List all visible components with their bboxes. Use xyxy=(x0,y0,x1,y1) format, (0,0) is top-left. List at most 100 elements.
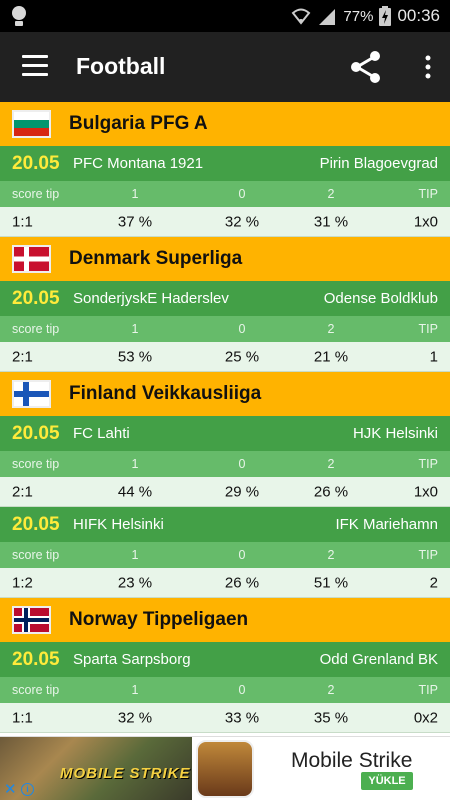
match-list[interactable]: Bulgaria PFG A 20.05 PFC Montana 1921 Pi… xyxy=(0,102,450,736)
match-row[interactable]: 20.05 SonderjyskE Haderslev Odense Boldk… xyxy=(0,281,450,316)
home-win-label: 1 xyxy=(131,683,139,697)
home-team: SonderjyskE Haderslev xyxy=(73,290,229,307)
more-options-icon[interactable] xyxy=(422,55,434,79)
draw-percent: 26 % xyxy=(224,574,260,591)
battery-charging-icon xyxy=(379,6,392,26)
home-team: Sparta Sarpsborg xyxy=(73,651,191,668)
finland-flag-icon xyxy=(12,380,51,408)
clock: 00:36 xyxy=(397,6,440,25)
match-date: 20.05 xyxy=(12,288,60,309)
draw-percent: 33 % xyxy=(224,709,260,726)
app-icon[interactable] xyxy=(196,740,254,798)
score-tip-value: 1:2 xyxy=(12,574,33,591)
install-button[interactable]: YÜKLE xyxy=(361,772,413,790)
home-win-label: 1 xyxy=(131,322,139,336)
tip-value: 0x2 xyxy=(413,709,438,726)
tip-label: TIP xyxy=(418,457,438,471)
tip-value: 1x0 xyxy=(413,483,438,500)
away-win-label: 2 xyxy=(327,548,335,562)
away-win-percent: 51 % xyxy=(313,574,349,591)
away-win-percent: 21 % xyxy=(313,348,349,365)
match-date: 20.05 xyxy=(12,153,60,174)
ad-image-logo: MOBILE STRIKE xyxy=(60,765,191,782)
tip-values: 2:1 44 % 29 % 26 % 1x0 xyxy=(0,477,450,507)
home-win-percent: 44 % xyxy=(117,483,153,500)
match-row[interactable]: 20.05 FC Lahti HJK Helsinki xyxy=(0,416,450,451)
draw-percent: 32 % xyxy=(224,213,260,230)
away-win-percent: 35 % xyxy=(313,709,349,726)
away-win-percent: 26 % xyxy=(313,483,349,500)
away-win-label: 2 xyxy=(327,683,335,697)
draw-label: 0 xyxy=(238,548,246,562)
draw-label: 0 xyxy=(238,457,246,471)
app-bar: Football xyxy=(0,32,450,102)
away-win-label: 2 xyxy=(327,187,335,201)
info-icon[interactable]: i xyxy=(21,783,34,796)
score-tip-value: 2:1 xyxy=(12,348,33,365)
home-team: PFC Montana 1921 xyxy=(73,155,204,172)
draw-percent: 25 % xyxy=(224,348,260,365)
bulgaria-flag-icon xyxy=(12,110,51,138)
match-date: 20.05 xyxy=(12,514,60,535)
tip-values: 1:2 23 % 26 % 51 % 2 xyxy=(0,568,450,598)
battery-percent: 77% xyxy=(343,7,374,25)
home-win-percent: 23 % xyxy=(117,574,153,591)
draw-label: 0 xyxy=(238,187,246,201)
home-team: HIFK Helsinki xyxy=(73,516,164,533)
score-tip-label: score tip xyxy=(12,322,60,336)
league-name: Norway Tippeligaen xyxy=(69,609,249,630)
home-win-percent: 53 % xyxy=(117,348,153,365)
home-win-percent: 37 % xyxy=(117,213,153,230)
away-team: Pirin Blagoevgrad xyxy=(319,155,438,172)
score-tip-value: 1:1 xyxy=(12,709,33,726)
tip-values: 1:1 37 % 32 % 31 % 1x0 xyxy=(0,207,450,237)
draw-label: 0 xyxy=(238,683,246,697)
match-row[interactable]: 20.05 Sparta Sarpsborg Odd Grenland BK xyxy=(0,642,450,677)
page-title: Football xyxy=(76,53,166,79)
match-row[interactable]: 20.05 HIFK Helsinki IFK Mariehamn xyxy=(0,507,450,542)
tip-value: 1 xyxy=(429,348,438,365)
away-team: HJK Helsinki xyxy=(352,425,438,442)
home-win-label: 1 xyxy=(131,457,139,471)
match-date: 20.05 xyxy=(12,423,60,444)
ad-banner[interactable]: MOBILE STRIKE Mobile Strike YÜKLE ✕ i xyxy=(0,736,450,800)
home-win-label: 1 xyxy=(131,187,139,201)
home-team: FC Lahti xyxy=(73,425,130,442)
hamburger-menu-icon[interactable] xyxy=(22,55,48,79)
ad-title: Mobile Strike xyxy=(291,749,413,772)
away-win-label: 2 xyxy=(327,457,335,471)
score-tip-label: score tip xyxy=(12,457,60,471)
away-team: IFK Mariehamn xyxy=(335,516,438,533)
score-tip-value: 1:1 xyxy=(12,213,33,230)
tip-header: score tip 1 0 2 TIP xyxy=(0,316,450,342)
norway-flag-icon xyxy=(12,606,51,634)
home-win-label: 1 xyxy=(131,548,139,562)
status-bar: 77% 00:36 xyxy=(0,0,450,32)
league-header[interactable]: Bulgaria PFG A xyxy=(0,102,450,146)
home-win-percent: 32 % xyxy=(117,709,153,726)
away-win-percent: 31 % xyxy=(313,213,349,230)
tip-header: score tip 1 0 2 TIP xyxy=(0,542,450,568)
match-row[interactable]: 20.05 PFC Montana 1921 Pirin Blagoevgrad xyxy=(0,146,450,181)
draw-percent: 29 % xyxy=(224,483,260,500)
tip-label: TIP xyxy=(418,683,438,697)
tip-label: TIP xyxy=(418,322,438,336)
status-icons: 77% 00:36 xyxy=(291,0,440,32)
lightbulb-icon xyxy=(10,6,28,26)
league-header[interactable]: Norway Tippeligaen xyxy=(0,598,450,642)
league-header[interactable]: Denmark Superliga xyxy=(0,237,450,281)
league-name: Finland Veikkausliiga xyxy=(69,383,262,404)
score-tip-value: 2:1 xyxy=(12,483,33,500)
tip-header: score tip 1 0 2 TIP xyxy=(0,181,450,207)
match-date: 20.05 xyxy=(12,649,60,670)
denmark-flag-icon xyxy=(12,245,51,273)
league-header[interactable]: Finland Veikkausliiga xyxy=(0,372,450,416)
tip-values: 1:1 32 % 33 % 35 % 0x2 xyxy=(0,703,450,733)
league-name: Bulgaria PFG A xyxy=(69,113,208,134)
close-icon[interactable]: ✕ xyxy=(4,781,17,798)
signal-icon xyxy=(319,9,336,25)
share-icon[interactable] xyxy=(346,47,386,87)
score-tip-label: score tip xyxy=(12,187,60,201)
away-team: Odense Boldklub xyxy=(323,290,438,307)
league-name: Denmark Superliga xyxy=(69,248,243,269)
